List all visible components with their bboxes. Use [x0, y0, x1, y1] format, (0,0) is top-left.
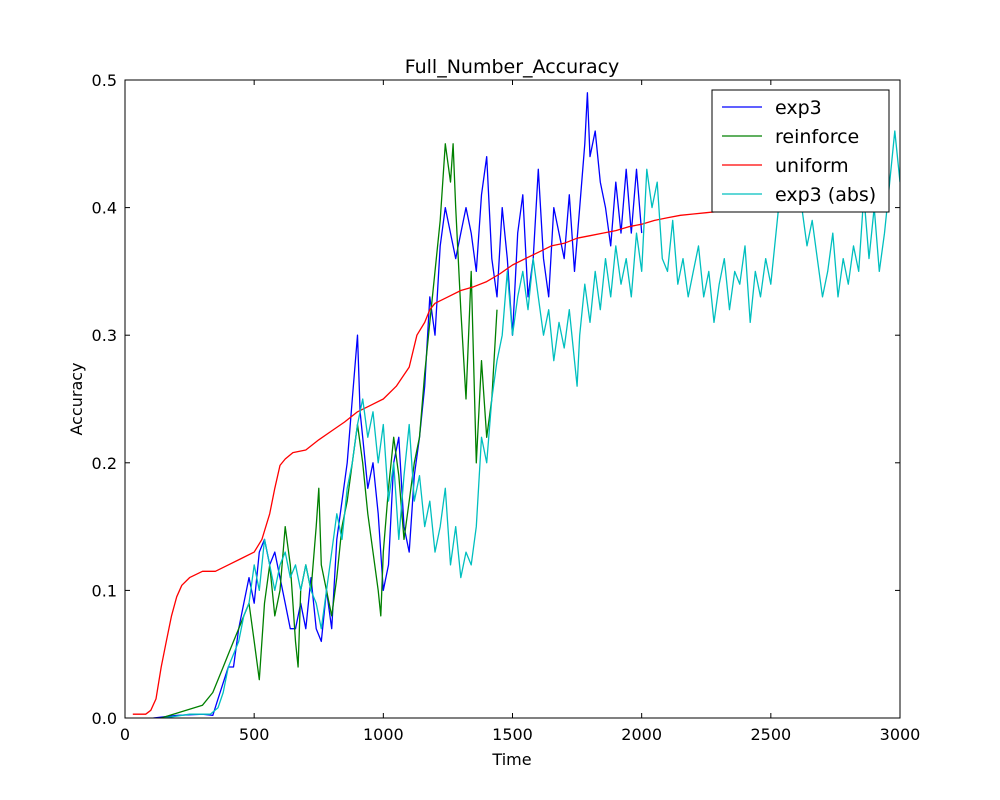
- legend-label: reinforce: [775, 126, 859, 148]
- legend-label: uniform: [775, 155, 849, 177]
- y-tick-label: 0.2: [92, 454, 117, 473]
- x-tick-label: 500: [239, 725, 270, 744]
- y-tick-label: 0.4: [92, 199, 117, 218]
- x-tick-label: 1500: [492, 725, 533, 744]
- chart-title: Full_Number_Accuracy: [405, 56, 620, 78]
- series-line-1: [161, 143, 498, 718]
- legend-label: exp3 (abs): [775, 184, 876, 206]
- x-axis: 0 500 1000 1500 2000 2500 3000: [120, 80, 920, 744]
- y-tick-label: 0.1: [92, 581, 117, 600]
- series-layer: [132, 92, 900, 718]
- x-tick-label: 2000: [621, 725, 662, 744]
- x-tick-label: 2500: [750, 725, 791, 744]
- legend-box: [711, 89, 890, 213]
- y-axis: 0.0 0.1 0.2 0.3 0.4 0.5: [92, 71, 900, 728]
- x-tick-label: 0: [120, 725, 130, 744]
- x-tick-label: 3000: [880, 725, 921, 744]
- y-tick-label: 0.3: [92, 326, 117, 345]
- y-tick-label: 0.5: [92, 71, 117, 90]
- x-axis-label: Time: [491, 750, 531, 769]
- legend-label: exp3: [775, 97, 822, 119]
- y-tick-label: 0.0: [92, 709, 117, 728]
- x-tick-label: 1000: [363, 725, 404, 744]
- legend: exp3 reinforce uniform exp3 (abs): [711, 89, 890, 213]
- y-axis-label: Accuracy: [67, 362, 86, 435]
